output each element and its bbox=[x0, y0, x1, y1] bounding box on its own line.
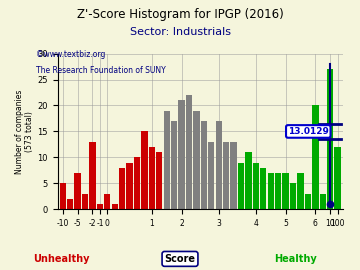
Bar bbox=[104, 194, 111, 209]
Bar bbox=[216, 121, 222, 209]
Bar bbox=[238, 163, 244, 209]
Text: 13.0129: 13.0129 bbox=[288, 127, 329, 136]
Bar bbox=[134, 157, 140, 209]
Bar bbox=[112, 204, 118, 209]
Bar bbox=[82, 194, 88, 209]
Bar bbox=[193, 111, 200, 209]
Bar bbox=[253, 163, 259, 209]
Bar bbox=[327, 69, 333, 209]
Bar bbox=[171, 121, 177, 209]
Bar bbox=[275, 173, 282, 209]
Bar bbox=[141, 131, 148, 209]
Bar bbox=[59, 183, 66, 209]
Bar bbox=[201, 121, 207, 209]
Text: Healthy: Healthy bbox=[274, 254, 316, 264]
Y-axis label: Number of companies
(573 total): Number of companies (573 total) bbox=[15, 89, 35, 174]
Bar bbox=[208, 142, 215, 209]
Bar bbox=[97, 204, 103, 209]
Bar bbox=[156, 152, 162, 209]
Bar bbox=[75, 173, 81, 209]
Text: Score: Score bbox=[165, 254, 195, 264]
Bar bbox=[312, 106, 319, 209]
Bar bbox=[305, 194, 311, 209]
Bar bbox=[297, 173, 303, 209]
Text: Z'-Score Histogram for IPGP (2016): Z'-Score Histogram for IPGP (2016) bbox=[77, 8, 283, 21]
Bar bbox=[260, 168, 266, 209]
Bar bbox=[119, 168, 125, 209]
Bar bbox=[163, 111, 170, 209]
Bar bbox=[149, 147, 155, 209]
Text: Sector: Industrials: Sector: Industrials bbox=[130, 27, 230, 37]
Bar bbox=[89, 142, 96, 209]
Bar bbox=[186, 95, 192, 209]
Text: The Research Foundation of SUNY: The Research Foundation of SUNY bbox=[36, 66, 166, 75]
Bar bbox=[179, 100, 185, 209]
Bar bbox=[334, 147, 341, 209]
Bar bbox=[283, 173, 289, 209]
Bar bbox=[245, 152, 252, 209]
Bar bbox=[67, 199, 73, 209]
Bar bbox=[126, 163, 133, 209]
Text: Unhealthy: Unhealthy bbox=[33, 254, 89, 264]
Bar bbox=[267, 173, 274, 209]
Text: ©www.textbiz.org: ©www.textbiz.org bbox=[36, 50, 105, 59]
Bar bbox=[223, 142, 229, 209]
Bar bbox=[320, 194, 326, 209]
Bar bbox=[230, 142, 237, 209]
Bar bbox=[290, 183, 296, 209]
